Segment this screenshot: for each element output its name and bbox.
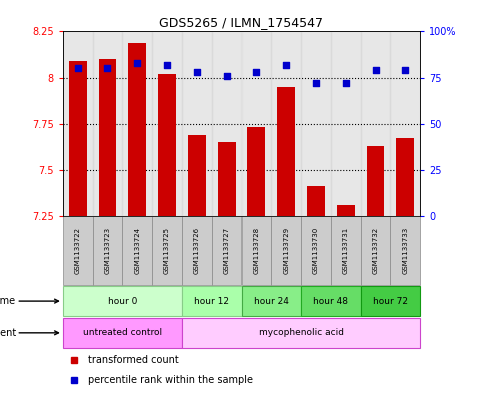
Bar [337,205,355,216]
Text: GSM1133724: GSM1133724 [134,227,140,274]
Bar [242,286,301,316]
Bar [271,216,301,285]
Text: GSM1133727: GSM1133727 [224,227,229,274]
Bar [397,138,414,216]
Point [372,67,380,73]
Bar [218,142,236,216]
Bar [182,216,212,285]
Bar [99,59,116,216]
Bar [152,216,182,285]
Point [312,80,320,86]
Text: hour 24: hour 24 [254,297,289,306]
Bar [361,216,390,285]
Bar [128,42,146,216]
Bar [122,31,152,216]
Bar [158,74,176,216]
Bar [361,286,420,316]
Text: untreated control: untreated control [83,328,162,337]
Text: GSM1133722: GSM1133722 [75,227,81,274]
Text: GSM1133729: GSM1133729 [283,227,289,274]
Bar [182,286,242,316]
Point [163,62,171,68]
Bar [152,31,182,216]
Bar [271,31,301,216]
Bar [212,216,242,285]
Bar [331,216,361,285]
Point [104,65,112,72]
Text: GSM1133723: GSM1133723 [104,227,111,274]
Bar [301,216,331,285]
Point [133,60,141,66]
Text: GSM1133730: GSM1133730 [313,227,319,274]
Bar [93,31,122,216]
Point [253,69,260,75]
Text: hour 48: hour 48 [313,297,348,306]
Point [342,80,350,86]
Point [74,65,82,72]
Bar [188,135,206,216]
Text: hour 0: hour 0 [108,297,137,306]
Bar [331,31,361,216]
Bar [390,216,420,285]
Text: hour 72: hour 72 [373,297,408,306]
Text: GSM1133732: GSM1133732 [372,227,379,274]
Text: GSM1133731: GSM1133731 [343,227,349,274]
Bar [182,31,212,216]
Text: GSM1133728: GSM1133728 [254,227,259,274]
Bar [63,318,182,348]
Text: GSM1133726: GSM1133726 [194,227,200,274]
Point [193,69,201,75]
Bar [301,31,331,216]
Text: percentile rank within the sample: percentile rank within the sample [88,375,253,385]
Text: GSM1133725: GSM1133725 [164,227,170,274]
Bar [277,87,295,216]
Bar [242,31,271,216]
Point [401,67,409,73]
Bar [69,61,86,216]
Point [223,73,230,79]
Bar [122,216,152,285]
Bar [301,286,361,316]
Text: transformed count: transformed count [88,355,179,365]
Bar [63,286,182,316]
Bar [390,31,420,216]
Bar [361,31,390,216]
Bar [242,216,271,285]
Title: GDS5265 / ILMN_1754547: GDS5265 / ILMN_1754547 [159,16,324,29]
Bar [247,127,265,216]
Text: GSM1133733: GSM1133733 [402,227,408,274]
Bar [182,318,420,348]
Bar [307,187,325,216]
Bar [367,146,384,216]
Bar [93,216,122,285]
Text: hour 12: hour 12 [194,297,229,306]
Bar [63,31,93,216]
Text: mycophenolic acid: mycophenolic acid [258,328,343,337]
Bar [63,216,93,285]
Bar [212,31,242,216]
Text: time: time [0,296,58,306]
Point [282,62,290,68]
Text: agent: agent [0,328,58,338]
